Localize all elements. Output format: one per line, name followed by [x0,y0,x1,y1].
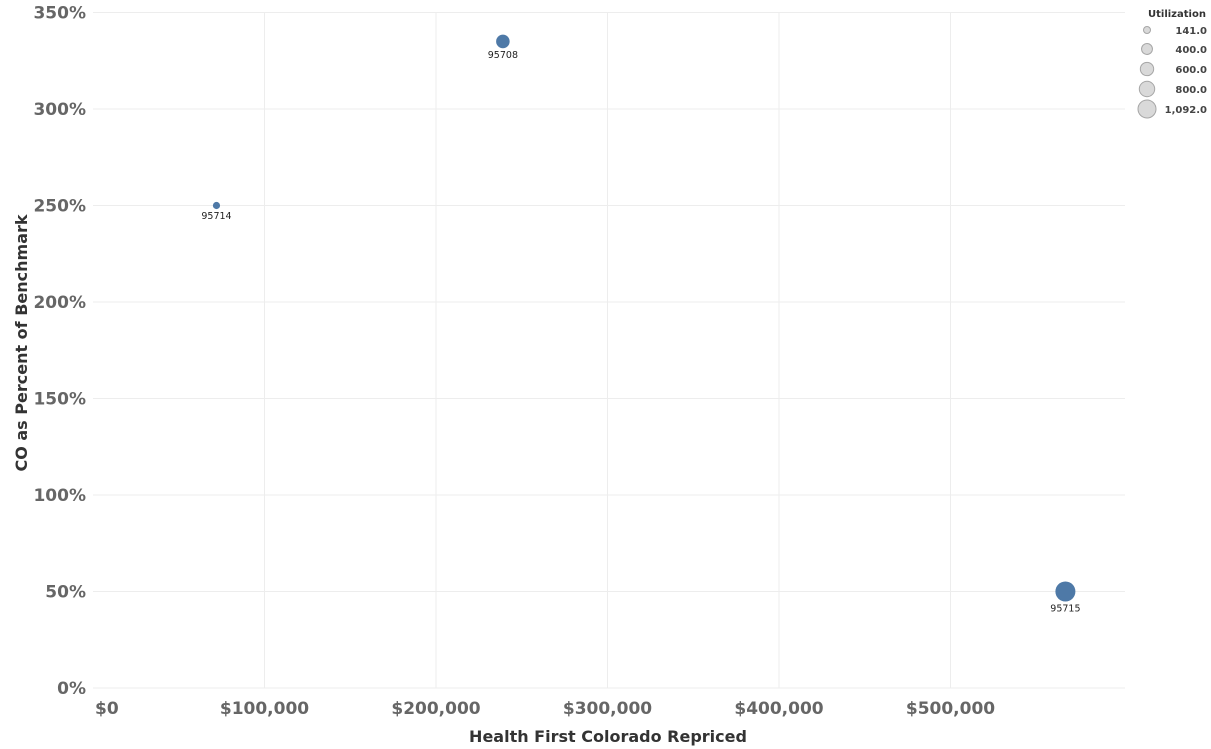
legend-size-marker [1141,43,1153,55]
legend-title: Utilization [1148,9,1206,20]
x-tick-label: $0 [95,699,119,719]
data-point [496,34,510,49]
y-tick-label: 0% [57,679,86,699]
x-axis-title: Health First Colorado Repriced [469,727,747,746]
size-legend: Utilization 141.0 400.0 600.0 800.0 1,092.0 [1137,9,1207,119]
legend-size-marker [1138,80,1156,98]
y-tick-label: 300% [33,100,86,120]
y-tick-label: 350% [33,4,86,24]
y-tick-label: 100% [33,486,86,506]
legend-size-marker [1137,99,1157,119]
data-points: 95714 95708 95715 [201,34,1081,615]
data-point [1055,581,1076,602]
legend-size-label: 800.0 [1175,85,1207,96]
legend-size-marker [1139,61,1155,77]
data-point-label: 95714 [201,211,231,222]
legend-size-label: 400.0 [1175,45,1207,56]
x-tick-label: $400,000 [734,699,823,719]
grid [93,12,1125,689]
legend-size-marker [1143,26,1151,34]
y-tick-label: 50% [45,583,86,603]
y-axis-ticks: 0% 50% 100% 150% 200% 250% 300% 350% [33,4,86,700]
y-axis-title: CO as Percent of Benchmark [12,214,31,471]
legend-size-label: 600.0 [1175,65,1207,76]
x-tick-label: $100,000 [220,699,309,719]
x-tick-label: $500,000 [906,699,995,719]
data-point [212,201,221,210]
y-tick-label: 150% [33,390,86,410]
x-tick-label: $200,000 [391,699,480,719]
legend-size-label: 1,092.0 [1165,105,1207,116]
data-point-label: 95708 [488,50,518,61]
y-tick-label: 200% [33,293,86,313]
x-axis-ticks: $0 $100,000 $200,000 $300,000 $400,000 $500,0… [95,699,995,719]
data-point-label: 95715 [1050,604,1080,615]
legend-size-label: 141.0 [1175,26,1207,37]
y-tick-label: 250% [33,197,86,217]
x-tick-label: $300,000 [563,699,652,719]
